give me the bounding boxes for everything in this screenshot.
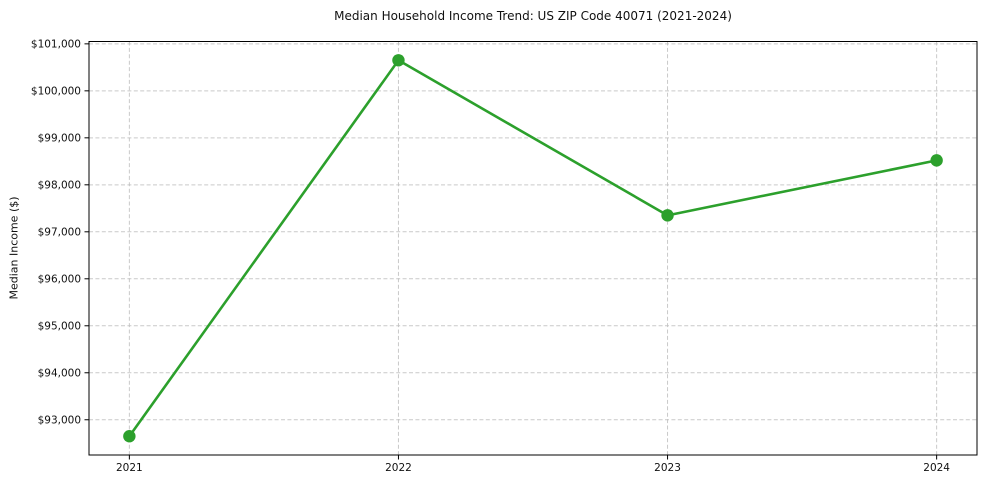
x-tick-label: 2023 xyxy=(654,462,681,474)
x-tick-label: 2021 xyxy=(116,462,143,474)
y-tick-label: $101,000 xyxy=(31,39,81,51)
y-tick-label: $98,000 xyxy=(38,179,81,191)
x-tick-label: 2022 xyxy=(385,462,412,474)
data-point-marker xyxy=(661,209,674,222)
y-tick-label: $95,000 xyxy=(38,320,81,332)
data-point-marker xyxy=(930,154,943,167)
y-tick-label: $100,000 xyxy=(31,86,81,98)
y-tick-label: $94,000 xyxy=(38,367,81,379)
y-tick-label: $93,000 xyxy=(38,414,81,426)
plot-border xyxy=(88,41,978,456)
trend-line xyxy=(128,58,938,438)
x-tick-label: 2024 xyxy=(923,462,950,474)
data-point-marker xyxy=(392,54,405,67)
y-tick-label: $96,000 xyxy=(38,273,81,285)
chart-title: Median Household Income Trend: US ZIP Co… xyxy=(334,9,732,23)
y-axis-label: Median Income ($) xyxy=(7,196,21,300)
data-point-marker xyxy=(123,430,136,443)
y-tick-label: $99,000 xyxy=(38,133,81,145)
y-tick-label: $97,000 xyxy=(38,226,81,238)
